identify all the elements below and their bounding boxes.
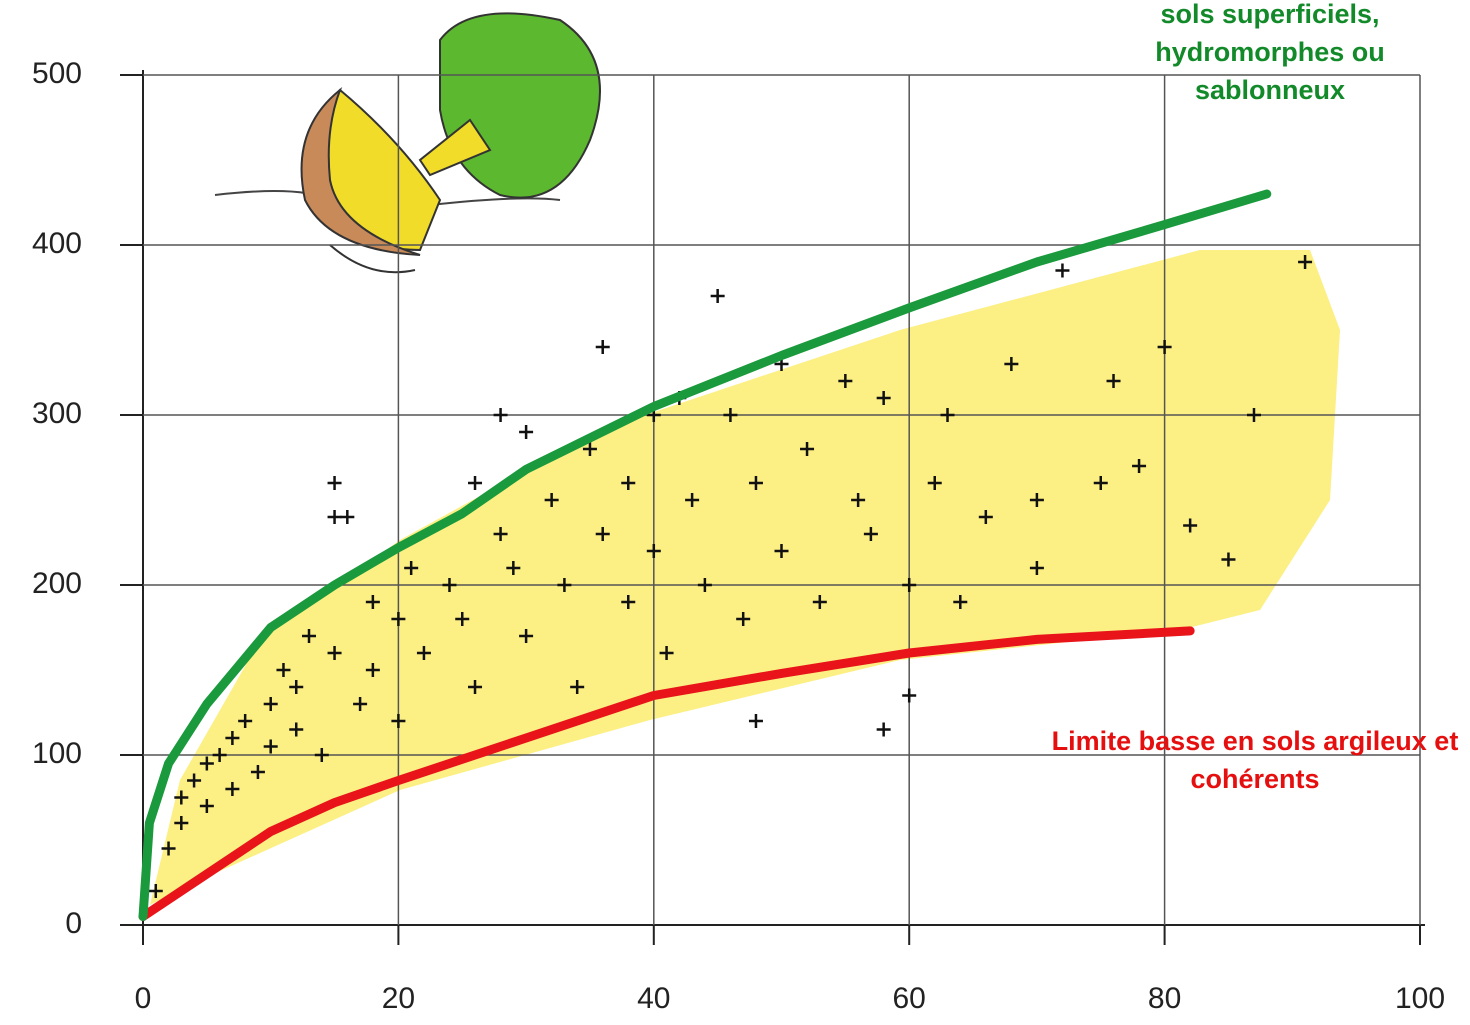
annotation: sols superficiels, hydromorphes ou sablo… xyxy=(1095,0,1445,109)
point xyxy=(596,340,610,354)
y-tick-label: 300 xyxy=(32,397,82,430)
point xyxy=(328,476,342,490)
point xyxy=(328,510,342,524)
x-tick-label: 100 xyxy=(1395,982,1445,1015)
point xyxy=(468,476,482,490)
x-tick-label: 80 xyxy=(1148,982,1181,1015)
y-tick-label: 400 xyxy=(32,227,82,260)
annotation: Limite basse en sols argileux et cohéren… xyxy=(1050,722,1460,798)
point xyxy=(519,425,533,439)
x-tick-label: 20 xyxy=(382,982,415,1015)
x-tick-label: 60 xyxy=(893,982,926,1015)
y-tick-label: 200 xyxy=(32,567,82,600)
point xyxy=(711,289,725,303)
point xyxy=(340,510,354,524)
y-tick-label: 500 xyxy=(32,57,82,90)
point xyxy=(494,408,508,422)
x-tick-label: 40 xyxy=(637,982,670,1015)
x-tick-label: 0 xyxy=(135,982,152,1015)
point xyxy=(877,723,891,737)
chart: 0 100 200 300 400 500 0 20 40 60 80 100 xyxy=(0,0,1470,1025)
y-tick-label: 0 xyxy=(65,907,82,940)
mushroom-illustration xyxy=(215,13,600,272)
y-tick-label: 100 xyxy=(32,737,82,770)
point xyxy=(902,689,916,703)
page: {"chart_data": {"type": "scatter", "x": … xyxy=(0,0,1470,1025)
point xyxy=(1055,264,1069,278)
point xyxy=(749,714,763,728)
